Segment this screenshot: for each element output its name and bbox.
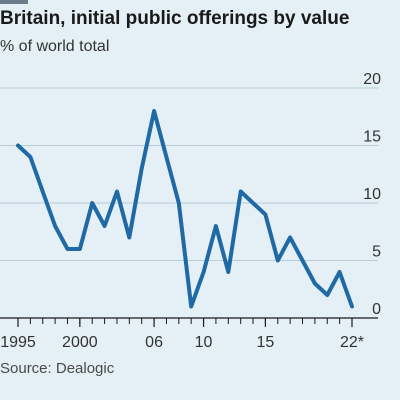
chart-title: Britain, initial public offerings by val… xyxy=(0,8,350,29)
header-accent-bar xyxy=(0,0,28,4)
x-tick-label-1995: 1995 xyxy=(0,334,36,351)
x-tick-label-2000: 2000 xyxy=(62,334,98,351)
y-tick-label-0: 0 xyxy=(372,301,381,318)
source-note: Source: Dealogic xyxy=(0,360,115,377)
chart-subtitle: % of world total xyxy=(0,38,110,55)
series-line-0 xyxy=(16,109,354,309)
x-tick-label-2006: 06 xyxy=(145,334,163,351)
x-tick-label-2010: 10 xyxy=(195,334,213,351)
y-tick-label-5: 5 xyxy=(372,244,381,261)
y-tick-label-20: 20 xyxy=(363,71,381,88)
y-tick-label-10: 10 xyxy=(363,186,381,203)
x-tick-label-2015: 15 xyxy=(257,334,275,351)
y-tick-label-15: 15 xyxy=(363,129,381,146)
x-tick-label-2022: 22* xyxy=(340,334,364,351)
